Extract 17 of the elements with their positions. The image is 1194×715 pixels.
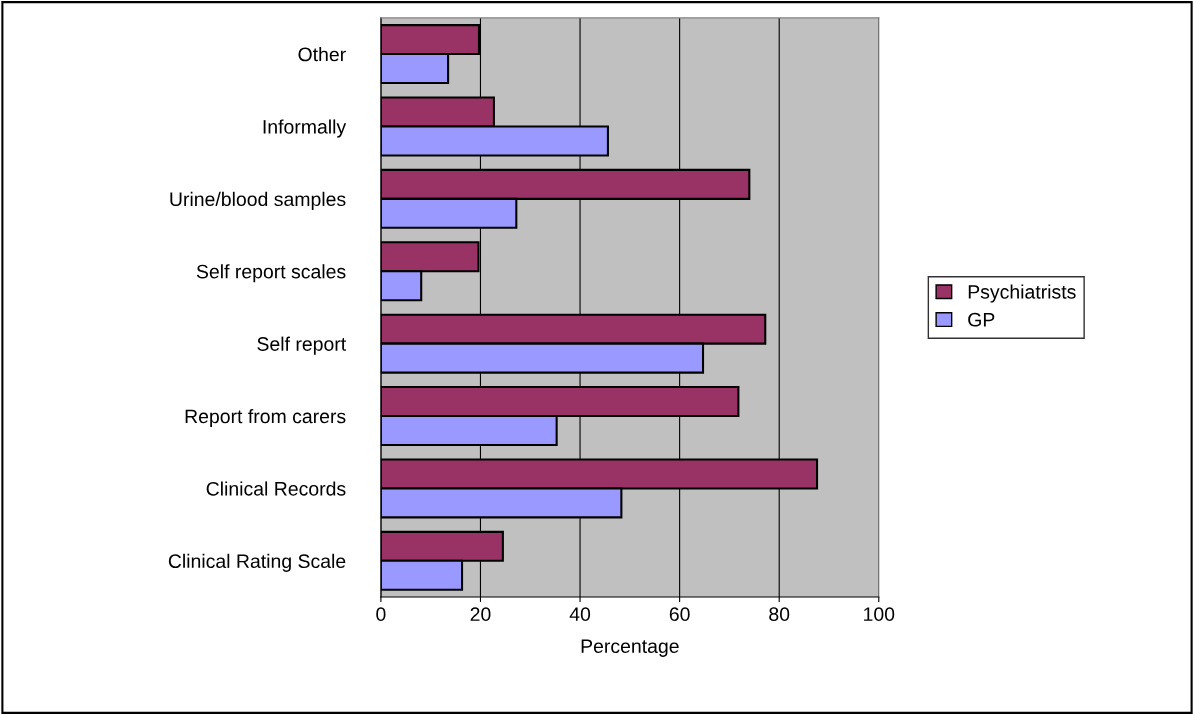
x-tick-label: 0 xyxy=(376,607,386,622)
y-tick-label: Urine/blood samples xyxy=(170,191,346,210)
x-tick-label: 60 xyxy=(669,607,690,622)
legend-label: Psychiatrists xyxy=(968,284,1076,303)
y-tick-label: Other xyxy=(298,47,346,62)
y-tick-label: Self report scales xyxy=(196,264,346,283)
y-tick-label: Self report xyxy=(257,336,347,355)
x-tick-label: 20 xyxy=(470,607,491,622)
x-tick-label: 80 xyxy=(769,607,790,622)
y-tick-label: Informally xyxy=(263,119,347,138)
x-axis-title: Percentage xyxy=(581,639,679,657)
x-tick-label: 100 xyxy=(864,607,895,622)
y-tick-label: Clinical Rating Scale xyxy=(168,553,346,572)
x-tick-label: 40 xyxy=(569,607,591,622)
legend-label: GP xyxy=(968,312,995,327)
y-tick-label: Clinical Records xyxy=(206,481,346,496)
y-tick-label: Report from carers xyxy=(185,409,346,428)
